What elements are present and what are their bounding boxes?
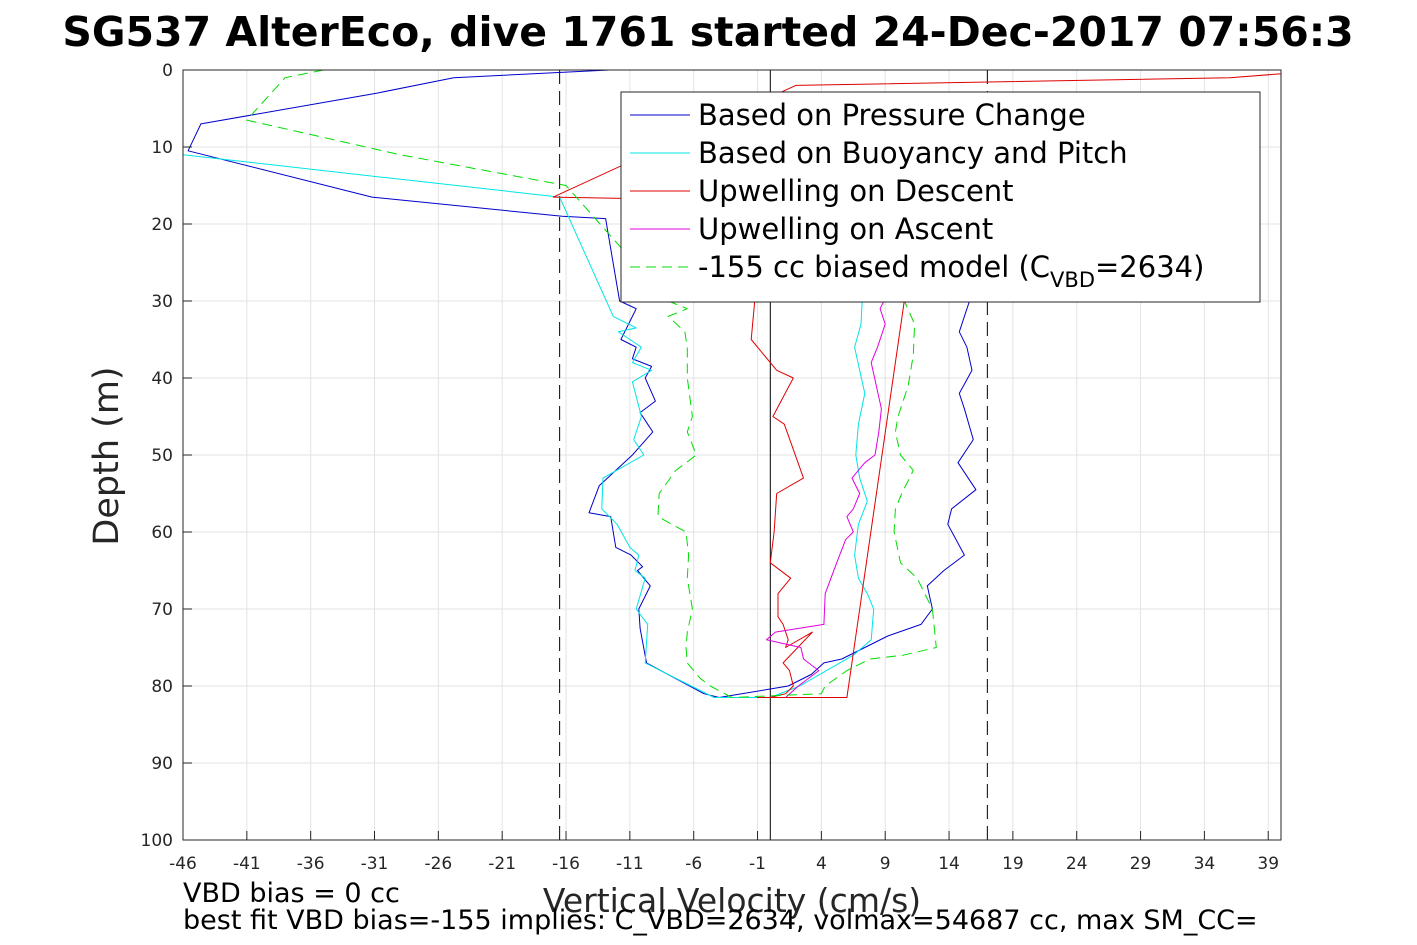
y-tick-label: 20	[151, 215, 173, 235]
y-tick-label: 30	[151, 292, 173, 312]
legend-label: Based on Pressure Change	[698, 98, 1086, 132]
legend-box	[620, 91, 1261, 303]
y-tick-label: 60	[151, 523, 173, 543]
x-tick-label: -21	[488, 854, 516, 874]
x-tick-label: 29	[1130, 854, 1152, 874]
axis-ticks: -46 -41 -36 -31 -26 -21 -16 -11 -6 -1 4 9 14 19 24 29 34…	[141, 61, 1280, 874]
x-tick-label: -11	[616, 854, 644, 874]
legend-label-main: -155 cc biased model (C	[698, 250, 1050, 284]
legend-label: Based on Buoyancy and Pitch	[698, 136, 1128, 170]
y-tick-label: 50	[151, 446, 173, 466]
x-tick-label: -26	[424, 854, 452, 874]
y-tick-label: 90	[151, 754, 173, 774]
x-tick-label: -41	[233, 854, 261, 874]
x-tick-label: -6	[685, 854, 702, 874]
y-tick-label: 0	[162, 61, 173, 81]
x-tick-label: -46	[169, 854, 197, 874]
x-tick-label: 24	[1066, 854, 1088, 874]
x-tick-label: -36	[297, 854, 325, 874]
legend-label-subscript: VBD	[1050, 268, 1095, 292]
vbd-bias-note: VBD bias = 0 cc	[183, 878, 400, 909]
y-tick-label: 40	[151, 369, 173, 389]
y-tick-label: 100	[141, 831, 173, 851]
y-tick-label: 10	[151, 138, 173, 158]
y-axis-label: Depth (m)	[87, 366, 127, 545]
chart-title: SG537 AlterEco, dive 1761 started 24-Dec…	[62, 8, 1353, 56]
x-tick-label: 19	[1002, 854, 1024, 874]
y-tick-label: 70	[151, 600, 173, 620]
x-tick-label: -1	[749, 854, 766, 874]
x-tick-label: -31	[361, 854, 389, 874]
x-tick-label: 14	[938, 854, 960, 874]
legend: Based on Pressure Change Based on Buoyanc…	[620, 91, 1261, 303]
x-axis-label: Vertical Velocity (cm/s)	[543, 881, 921, 920]
x-tick-label: -16	[552, 854, 580, 874]
legend-label: -155 cc biased model (CVBD=2634)	[698, 250, 1204, 292]
series-line-5	[246, 70, 937, 698]
legend-label: Upwelling on Ascent	[698, 212, 993, 246]
series-line-2	[183, 154, 875, 698]
legend-label: Upwelling on Descent	[698, 174, 1014, 208]
series-line-3	[552, 73, 1281, 698]
x-tick-label: 34	[1194, 854, 1216, 874]
x-tick-label: 39	[1257, 854, 1279, 874]
best-fit-note: best fit VBD bias=-155 implies: C_VBD=26…	[183, 905, 1258, 936]
legend-label-end: =2634)	[1095, 250, 1204, 284]
x-tick-label: 4	[816, 854, 827, 874]
y-tick-label: 80	[151, 677, 173, 697]
x-tick-label: 9	[880, 854, 891, 874]
